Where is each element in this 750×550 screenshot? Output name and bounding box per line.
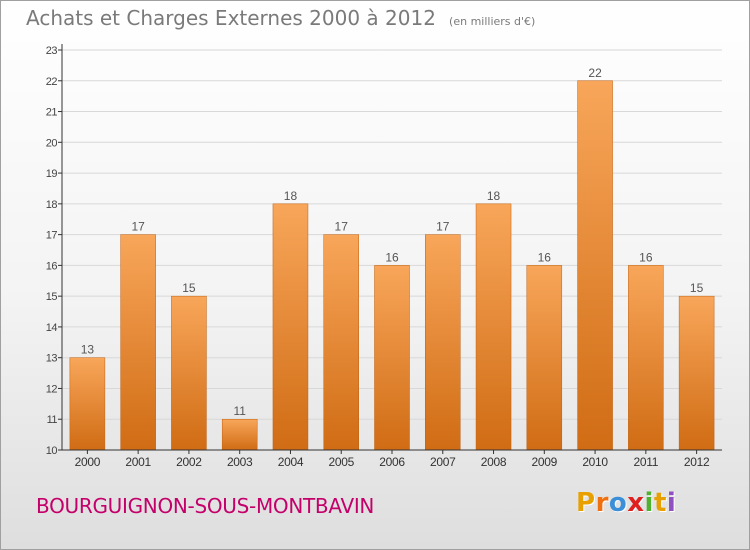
x-tick-label-2002: 2002 [176, 455, 202, 469]
data-label-2006: 16 [385, 250, 399, 264]
x-tick-label-2009: 2009 [532, 455, 558, 469]
proxiti-logo: Proxiti [576, 488, 676, 518]
data-label-2008: 18 [487, 189, 501, 203]
y-tick-label: 14 [46, 322, 58, 334]
y-tick-label: 13 [46, 353, 58, 365]
y-tick-label: 22 [46, 76, 58, 88]
chart-title-unit: (en milliers d'€) [449, 15, 536, 28]
logo-letter: P [576, 488, 596, 518]
data-label-2010: 22 [588, 66, 602, 80]
logo-letter: i [666, 488, 677, 518]
bar-2008 [475, 203, 512, 451]
bar-2000 [69, 357, 106, 451]
x-tick-label-2003: 2003 [227, 455, 253, 469]
data-label-2003: 11 [233, 404, 246, 418]
bar-2009 [526, 265, 563, 451]
logo-letter: r [595, 488, 609, 518]
data-label-2009: 16 [538, 250, 552, 264]
x-tick-label-2011: 2011 [634, 455, 659, 469]
x-tick-label-2000: 2000 [75, 455, 101, 469]
data-label-2001: 17 [131, 220, 145, 234]
data-label-2000: 13 [81, 343, 95, 357]
data-label-2004: 18 [284, 189, 298, 203]
data-label-2011: 16 [639, 250, 653, 264]
data-label-2005: 17 [335, 220, 349, 234]
y-tick-label: 18 [46, 199, 58, 211]
bar-2003 [221, 418, 258, 451]
commune-name: BOURGUIGNON-SOUS-MONTBAVIN [36, 494, 375, 518]
x-tick-label-2004: 2004 [278, 455, 304, 469]
logo-letter: x [627, 488, 645, 518]
bar-2011 [628, 265, 664, 451]
x-tick-label-2012: 2012 [684, 455, 710, 469]
bar-2010 [577, 80, 613, 451]
y-tick-label: 20 [46, 137, 58, 149]
logo-letter: t [653, 488, 667, 518]
x-tick-label-2005: 2005 [328, 455, 354, 469]
x-tick-label-2001: 2001 [125, 455, 151, 469]
bar-2002 [171, 295, 207, 451]
chart-title-main: Achats et Charges Externes 2000 à 2012 [26, 6, 436, 30]
axes [58, 44, 722, 454]
bar-2004 [272, 203, 309, 451]
data-label-2002: 15 [182, 281, 196, 295]
data-label-2007: 17 [436, 220, 450, 234]
logo-letter: o [608, 488, 628, 518]
labels: 10 11 12 13 14 15 16 17 18 19 20 21 22 23 13 2000 17 2001… [46, 45, 711, 469]
y-tick-label: 16 [46, 260, 58, 272]
y-tick-label: 17 [46, 230, 58, 242]
y-tick-label: 23 [46, 45, 58, 57]
bar-2007 [425, 234, 461, 451]
y-tick-label: 12 [46, 383, 58, 395]
bar-2005 [323, 234, 359, 451]
x-tick-label-2010: 2010 [582, 455, 608, 469]
y-tick-label: 11 [47, 414, 58, 426]
bar-2012 [678, 295, 715, 451]
y-tick-label: 21 [46, 107, 58, 119]
x-tick-label-2007: 2007 [430, 455, 456, 469]
data-label-2012: 15 [690, 281, 704, 295]
logo-letter: i [644, 488, 654, 518]
chart-title: Achats et Charges Externes 2000 à 2012 (… [26, 6, 535, 30]
x-tick-label-2008: 2008 [481, 455, 507, 469]
x-tick-label-2006: 2006 [379, 455, 405, 469]
y-tick-label: 15 [46, 291, 58, 303]
bars [69, 80, 715, 451]
y-tick-label: 19 [46, 168, 58, 180]
y-tick-label: 10 [46, 445, 58, 457]
bar-2006 [374, 265, 410, 451]
bar-2001 [120, 234, 156, 451]
